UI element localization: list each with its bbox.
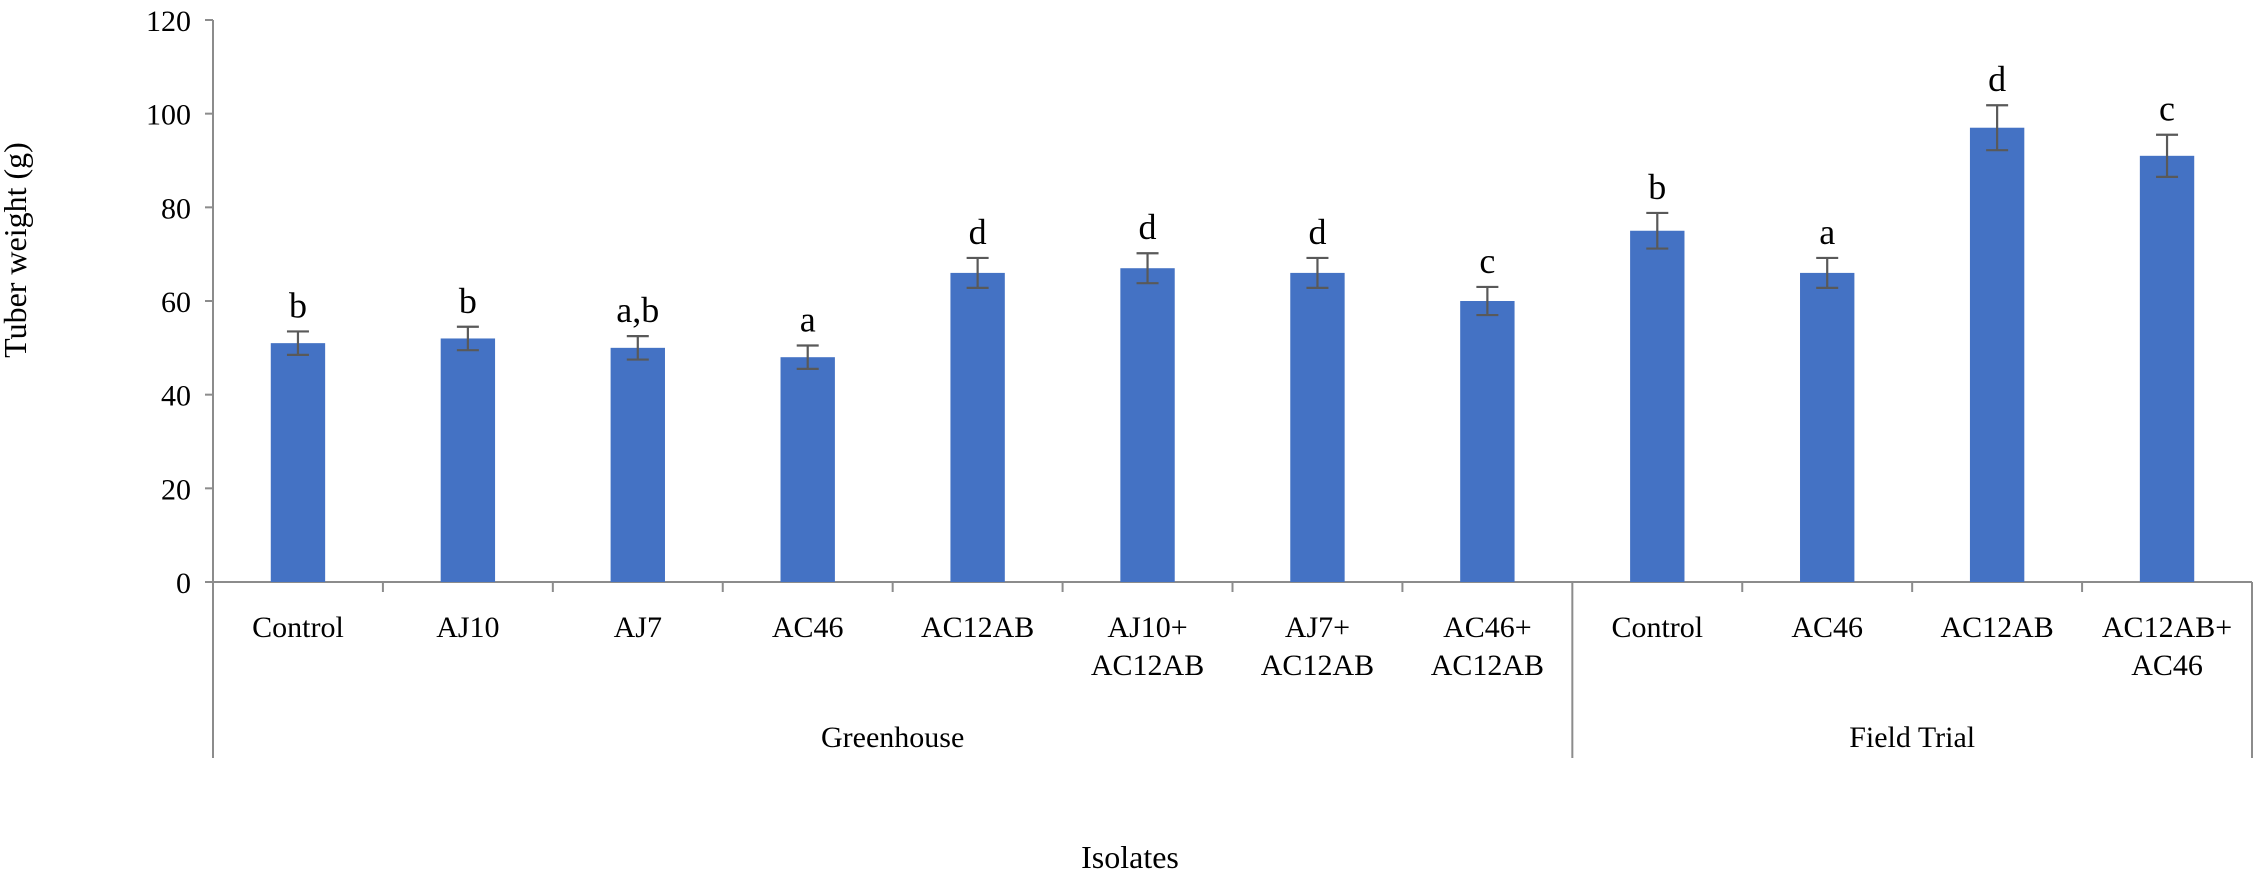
category-label: AC12AB+	[2102, 611, 2232, 644]
bar	[1800, 272, 1855, 582]
bar	[780, 357, 835, 582]
bar	[270, 343, 326, 582]
category-label: AC46+	[1443, 611, 1532, 644]
error-bars	[286, 104, 2179, 371]
category-label: AJ7	[614, 611, 662, 644]
significance-letter: b	[459, 281, 477, 321]
group-labels: Greenhouse Field Trial	[821, 721, 1975, 754]
category-label: AC12AB	[1091, 649, 1204, 682]
category-label: AC12AB	[1261, 649, 1374, 682]
significance-letter: a	[1819, 212, 1835, 252]
y-tick-label: 80	[161, 192, 191, 225]
bar	[1460, 301, 1515, 582]
significance-letter: d	[969, 212, 987, 252]
group-label: Field Trial	[1849, 721, 1975, 754]
significance-letter: c	[2159, 89, 2175, 129]
category-label: AJ10+	[1107, 611, 1187, 644]
category-label: AC46	[772, 611, 844, 644]
y-axis-title: Tuber weight (g)	[0, 142, 33, 358]
bar	[950, 272, 1005, 582]
bars	[270, 127, 2195, 583]
group-label: Greenhouse	[821, 721, 964, 754]
category-label: Control	[252, 611, 344, 644]
y-tick-label: 20	[161, 473, 191, 506]
significance-letters: b b a,b a d d d c b a d c	[289, 59, 2175, 339]
y-tick-label: 100	[146, 99, 191, 132]
significance-letter: b	[289, 285, 307, 325]
bar	[2139, 155, 2195, 583]
bar	[1120, 268, 1175, 582]
bar	[1290, 272, 1345, 582]
significance-letter: d	[1308, 212, 1326, 252]
y-axis: 0 20 40 60 80 100 120	[146, 5, 214, 600]
bar	[440, 338, 496, 582]
category-label: AC12AB	[1940, 611, 2053, 644]
category-label: Control	[1611, 611, 1703, 644]
significance-letter: c	[1479, 241, 1495, 281]
y-tick-label: 40	[161, 380, 191, 413]
category-label: AJ7+	[1285, 611, 1350, 644]
bar	[1630, 230, 1685, 582]
significance-letter: d	[1988, 59, 2006, 99]
bar	[610, 347, 665, 582]
significance-letter: b	[1648, 167, 1666, 207]
significance-letter: d	[1139, 207, 1157, 247]
category-label: AC12AB	[921, 611, 1034, 644]
category-label: AC12AB	[1431, 649, 1544, 682]
category-label: AJ10	[436, 611, 499, 644]
category-label: AC46	[2131, 649, 2203, 682]
y-tick-label: 60	[161, 286, 191, 319]
category-labels: Control AJ10 AJ7 AC46 AC12AB AJ10+ AC12AB AJ7+ A…	[252, 611, 2232, 682]
y-tick-label: 120	[146, 5, 191, 38]
significance-letter: a	[800, 299, 816, 339]
bar	[1969, 127, 2025, 582]
y-tick-label: 0	[176, 567, 191, 600]
x-axis-title: Isolates	[1081, 839, 1179, 875]
x-axis	[212, 581, 2253, 758]
significance-letter: a,b	[616, 290, 659, 330]
category-label: AC46	[1791, 611, 1863, 644]
